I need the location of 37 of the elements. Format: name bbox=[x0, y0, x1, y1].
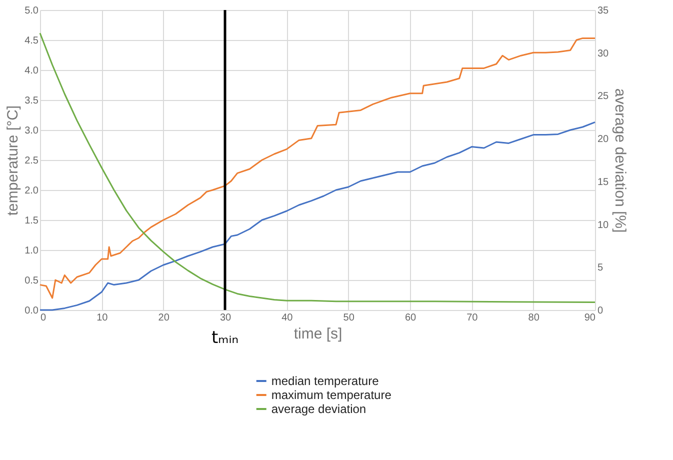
y2-tick-label: 0 bbox=[598, 306, 604, 316]
y-tick-label: 2.0 bbox=[24, 186, 39, 196]
legend-label: median temperature bbox=[271, 374, 380, 388]
y2-tick-label: 15 bbox=[598, 176, 610, 188]
x-tick-label: 20 bbox=[158, 312, 170, 324]
y-tick-label: 0.5 bbox=[24, 276, 39, 286]
y-tick-label: 4.5 bbox=[24, 36, 39, 46]
y-tick-label: 2.5 bbox=[24, 156, 39, 166]
x-tick-label: 0 bbox=[40, 312, 46, 324]
x-tick-label: 80 bbox=[528, 312, 540, 324]
y2-tick-label: 5 bbox=[598, 262, 604, 274]
line-series bbox=[39, 121, 596, 311]
y-tick-label: 3.0 bbox=[24, 126, 39, 136]
x-tick-label: 50 bbox=[343, 312, 355, 324]
y-tick-label: 0.0 bbox=[24, 306, 39, 316]
x-tick-label: 90 bbox=[584, 312, 596, 324]
y-tick-label: 4.0 bbox=[24, 66, 39, 76]
x-tick-label: 40 bbox=[282, 312, 294, 324]
y2-tick-label: 25 bbox=[598, 91, 610, 102]
y-tick-label: 1.0 bbox=[24, 246, 39, 256]
ref-line-label: tₘᵢₙ bbox=[211, 328, 239, 348]
y2-tick-label: 20 bbox=[598, 134, 610, 146]
y-axis-title: temperature [°C] bbox=[4, 105, 22, 216]
x-tick-label: 70 bbox=[466, 312, 478, 324]
x-tick-label: 10 bbox=[96, 312, 108, 324]
y-tick-label: 1.5 bbox=[24, 216, 39, 226]
legend-label: maximum temperature bbox=[271, 388, 392, 402]
x-axis-title: time [s] bbox=[294, 326, 342, 342]
legend-label: average deviation bbox=[271, 402, 366, 416]
x-tick-label: 30 bbox=[220, 312, 232, 324]
y2-tick-label: 35 bbox=[598, 6, 610, 16]
x-tick-label: 60 bbox=[404, 312, 416, 324]
y-tick-label: 5.0 bbox=[24, 6, 39, 16]
y2-tick-label: 30 bbox=[598, 48, 610, 60]
y2-axis-title: average deviation [%] bbox=[612, 88, 629, 233]
y-tick-label: 3.5 bbox=[24, 96, 39, 106]
y2-tick-label: 10 bbox=[598, 220, 610, 231]
